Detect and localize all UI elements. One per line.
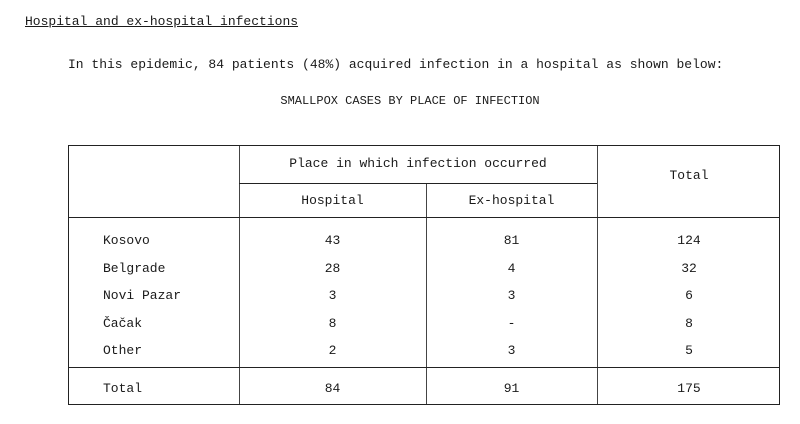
- total-ex-hospital: 91: [503, 381, 520, 396]
- row-total-value: 8: [685, 315, 693, 331]
- total-row-label: Total: [103, 381, 143, 396]
- row-total-value: 124: [677, 233, 701, 248]
- row-hospital-value: 3: [328, 288, 337, 303]
- table-title: SMALLPOX CASES BY PLACE OF INFECTION: [280, 94, 540, 108]
- column-divider: [239, 146, 240, 404]
- row-hospital-value: 43: [324, 233, 341, 248]
- row-place-label: Čačak: [103, 315, 143, 331]
- row-ex-hospital-value: -: [507, 315, 516, 331]
- row-total-value: 32: [681, 260, 697, 276]
- row-place-label: Belgrade: [103, 260, 166, 276]
- column-divider: [426, 183, 427, 404]
- section-heading: Hospital and ex-hospital infections: [25, 14, 299, 29]
- row-ex-hospital-value: 4: [507, 260, 516, 276]
- row-place-label: Novi Pazar: [103, 288, 182, 303]
- row-total-value: 5: [685, 343, 693, 358]
- column-header-ex-hospital: Ex-hospital: [468, 193, 555, 208]
- group-header: Place in which infection occurred: [289, 156, 547, 171]
- row-ex-hospital-value: 3: [507, 288, 516, 303]
- row-place-label: Other: [103, 343, 143, 358]
- row-hospital-value: 8: [328, 315, 337, 331]
- total-header: Total: [669, 168, 709, 183]
- intro-paragraph: In this epidemic, 84 patients (48%) acqu…: [68, 57, 724, 72]
- column-divider: [597, 146, 598, 404]
- row-ex-hospital-value: 81: [503, 233, 520, 248]
- row-ex-hospital-value: 3: [507, 343, 516, 358]
- row-hospital-value: 28: [324, 260, 341, 276]
- row-place-label: Kosovo: [103, 233, 150, 248]
- column-header-hospital: Hospital: [301, 193, 364, 208]
- total-rule: [69, 367, 779, 368]
- grand-total: 175: [677, 381, 701, 396]
- row-hospital-value: 2: [328, 343, 337, 358]
- row-total-value: 6: [685, 288, 693, 303]
- header-bottom-rule: [69, 217, 779, 218]
- header-divider: [239, 183, 597, 184]
- total-hospital: 84: [324, 381, 341, 396]
- smallpox-cases-table: Place in which infection occurred Total …: [68, 145, 780, 405]
